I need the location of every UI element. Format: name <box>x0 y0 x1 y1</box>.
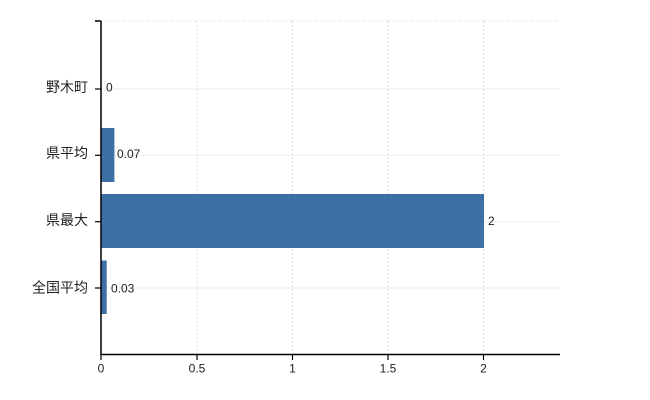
svg-text:県平均: 県平均 <box>46 145 88 161</box>
svg-text:全国平均: 全国平均 <box>32 280 88 296</box>
svg-text:1: 1 <box>289 362 296 376</box>
svg-text:0.07: 0.07 <box>117 147 141 161</box>
svg-text:0.03: 0.03 <box>111 282 135 296</box>
svg-text:1.5: 1.5 <box>380 362 397 376</box>
svg-text:0.5: 0.5 <box>189 362 206 376</box>
svg-text:0: 0 <box>106 81 113 95</box>
svg-text:野木町: 野木町 <box>46 79 88 95</box>
svg-text:2: 2 <box>488 214 495 228</box>
svg-text:2: 2 <box>480 362 487 376</box>
svg-text:県最大: 県最大 <box>46 212 88 228</box>
svg-text:0: 0 <box>98 362 105 376</box>
